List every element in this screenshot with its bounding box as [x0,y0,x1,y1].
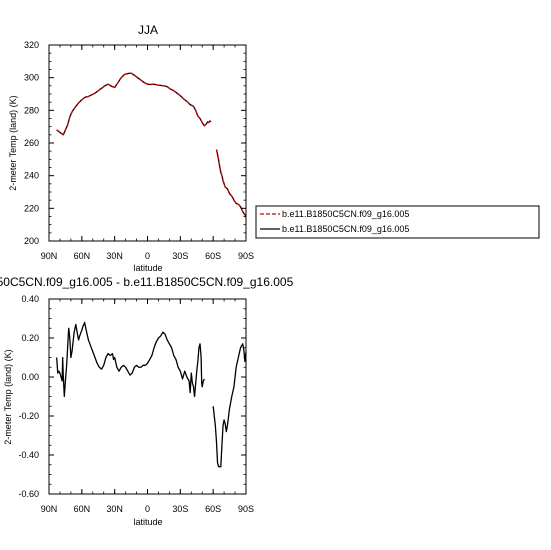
top-x-axis-label: latitude [133,263,162,273]
top-y-tick-label: 280 [24,105,39,115]
legend-entry: b.e11.B1850C5CN.f09_g16.005 [282,224,409,234]
bottom-plot-area [48,298,247,495]
bottom-x-tick-label: 60S [205,504,221,514]
legend-entry: b.e11.B1850C5CN.f09_g16.005 [282,209,409,219]
top-x-tick-label: 30S [172,251,188,261]
bottom-series-line-0 [212,343,247,468]
top-plot-frame [48,44,247,242]
legend-box [255,205,540,239]
bottom-plot-frame [48,298,247,495]
top-panel: JJA 90N 60N 30N 0 30S 60S 90S 200 220 240 260 280 3… [8,23,254,273]
top-series-layer [56,72,247,218]
top-title: JJA [138,23,158,37]
top-y-tick-label: 240 [24,171,39,181]
top-y-tick-label: 320 [24,40,39,50]
bottom-y-tick-label: 0.40 [21,294,39,304]
bottom-y-tick-label: -0.40 [18,450,39,460]
top-plot-area [48,44,247,242]
bottom-x-axis-label: latitude [133,517,162,527]
top-y-axis: 200 220 240 260 280 300 320 [24,40,246,246]
bottom-x-tick-label: 90N [41,504,58,514]
top-x-tick-label: 0 [145,251,150,261]
bottom-series-line-0 [56,321,205,398]
bottom-title: b.e11.B1850C5CN.f09_g16.005 - b.e11.B185… [0,275,294,289]
bottom-panel: b.e11.B1850C5CN.f09_g16.005 - b.e11.B185… [0,275,294,527]
bottom-x-tick-label: 60N [74,504,91,514]
bottom-y-tick-label: 0.00 [21,372,39,382]
top-y-tick-label: 260 [24,138,39,148]
top-series-line-0 [215,149,247,218]
top-y-tick-label: 200 [24,236,39,246]
top-series-line-1 [215,149,247,218]
bottom-y-tick-label: -0.20 [18,411,39,421]
top-x-axis: 90N 60N 30N 0 30S 60S 90S [41,45,254,261]
top-y-axis-label: 2-meter Temp (land) (K) [8,95,18,190]
top-x-tick-label: 90S [238,251,254,261]
bottom-x-tick-label: 90S [238,504,254,514]
top-x-tick-label: 30N [106,251,123,261]
bottom-x-tick-label: 0 [145,504,150,514]
top-x-tick-label: 60S [205,251,221,261]
bottom-y-axis-label: 2-meter Temp (land) (K) [3,349,13,444]
bottom-y-axis: -0.60 -0.40 -0.20 0.00 0.20 0.40 [18,294,246,499]
bottom-y-tick-label: -0.60 [18,489,39,499]
top-x-tick-label: 60N [74,251,91,261]
bottom-y-tick-label: 0.20 [21,333,39,343]
top-series-line-0 [56,72,212,136]
bottom-x-tick-label: 30N [106,504,123,514]
bottom-x-axis: 90N 60N 30N 0 30S 60S 90S [41,299,254,514]
bottom-series-layer [56,321,247,468]
top-series-line-1 [56,72,212,136]
top-y-tick-label: 300 [24,73,39,83]
top-y-tick-label: 220 [24,203,39,213]
top-x-tick-label: 90N [41,251,58,261]
legend: b.e11.B1850C5CN.f09_g16.005 b.e11.B1850C… [255,205,540,239]
bottom-x-tick-label: 30S [172,504,188,514]
